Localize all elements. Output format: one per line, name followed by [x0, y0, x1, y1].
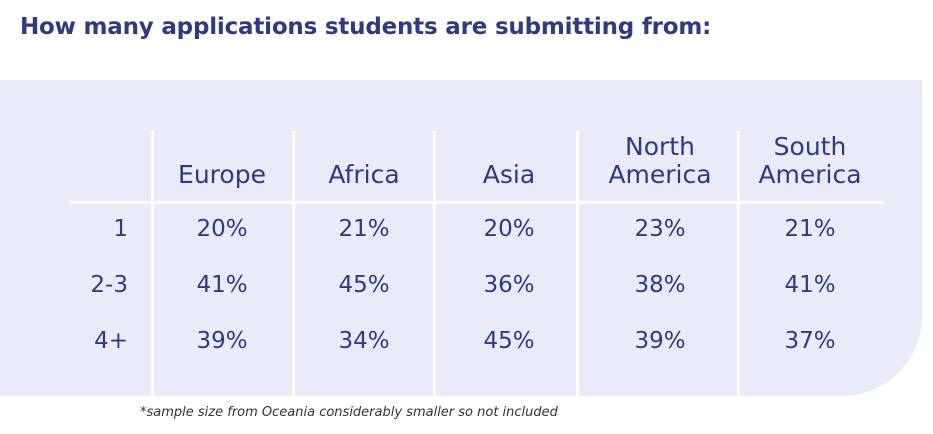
table-cell: 41% [196, 272, 248, 298]
column-header-line: South [773, 132, 847, 161]
footnote: *sample size from Oceania considerably s… [140, 405, 558, 420]
table-cell: 21% [338, 216, 390, 242]
column-header: Europe [152, 161, 292, 189]
column-header-line: Asia [482, 160, 536, 189]
row-label: 1 [113, 216, 128, 242]
table-cell: 38% [634, 272, 686, 298]
column-divider-3 [433, 131, 436, 399]
column-header: Asia [439, 161, 579, 189]
table-cell: 36% [483, 272, 535, 298]
column-header-line: Africa [328, 160, 400, 189]
row-label: 4+ [94, 328, 128, 354]
column-header: Africa [294, 161, 434, 189]
column-header: North America [590, 133, 730, 189]
column-divider-4 [576, 131, 579, 399]
row-label: 2-3 [90, 272, 128, 298]
table-cell: 20% [196, 216, 248, 242]
column-header-line: North [625, 132, 695, 161]
column-header-line: America [758, 160, 862, 189]
table-cell: 45% [338, 272, 390, 298]
page-title: How many applications students are submi… [20, 14, 712, 40]
column-header-line: Europe [178, 160, 266, 189]
table-cell: 21% [784, 216, 836, 242]
header-divider [70, 201, 884, 204]
table-cell: 20% [483, 216, 535, 242]
table-cell: 39% [634, 328, 686, 354]
column-header: South America [740, 133, 880, 189]
column-header-line: America [608, 160, 712, 189]
column-divider-5 [737, 131, 740, 399]
column-divider-1 [151, 131, 154, 399]
column-divider-2 [292, 131, 295, 399]
table-cell: 39% [196, 328, 248, 354]
table-cell: 41% [784, 272, 836, 298]
table-cell: 45% [483, 328, 535, 354]
table-cell: 37% [784, 328, 836, 354]
table-cell: 34% [338, 328, 390, 354]
table-cell: 23% [634, 216, 686, 242]
